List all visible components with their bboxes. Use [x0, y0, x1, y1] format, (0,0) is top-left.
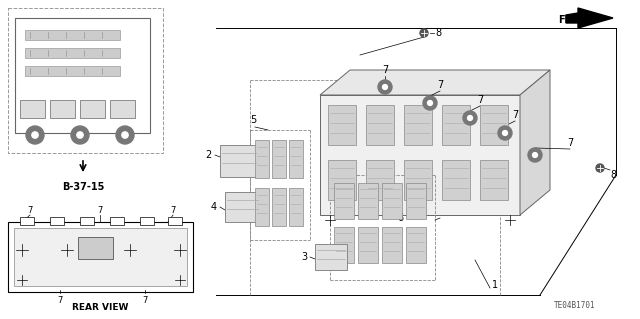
Bar — [8, 222, 193, 292]
Circle shape — [26, 126, 44, 144]
Circle shape — [468, 115, 472, 121]
Text: 7: 7 — [28, 206, 33, 215]
Circle shape — [383, 85, 387, 89]
Bar — [80, 100, 105, 118]
Circle shape — [528, 148, 542, 162]
Text: 8: 8 — [610, 170, 616, 180]
Bar — [442, 160, 470, 200]
Circle shape — [378, 80, 392, 94]
Bar — [272, 140, 286, 178]
Bar — [366, 105, 394, 145]
Text: 8: 8 — [435, 28, 441, 38]
Circle shape — [463, 111, 477, 125]
Bar — [315, 244, 347, 270]
Circle shape — [71, 126, 89, 144]
Bar — [289, 140, 303, 178]
Polygon shape — [578, 8, 613, 28]
Bar — [168, 217, 182, 225]
Text: 7: 7 — [437, 80, 443, 90]
Bar — [334, 227, 354, 263]
Bar — [334, 183, 354, 219]
Text: B-37-15: B-37-15 — [62, 182, 104, 192]
Text: 7: 7 — [382, 65, 388, 75]
Text: 2: 2 — [205, 150, 212, 160]
Bar — [14, 228, 187, 286]
Text: 7: 7 — [58, 296, 63, 305]
Text: 7: 7 — [567, 138, 573, 148]
Circle shape — [122, 132, 128, 138]
Bar — [15, 18, 150, 133]
Text: 7: 7 — [477, 95, 483, 105]
Bar — [255, 140, 269, 178]
Bar — [406, 183, 426, 219]
Bar — [404, 160, 432, 200]
Circle shape — [498, 126, 512, 140]
Circle shape — [423, 96, 437, 110]
Polygon shape — [320, 70, 550, 95]
Bar — [382, 183, 402, 219]
Circle shape — [77, 132, 83, 138]
Circle shape — [532, 152, 538, 158]
Bar — [8, 8, 163, 153]
Text: 7: 7 — [170, 206, 176, 215]
Bar — [328, 105, 356, 145]
Text: 4: 4 — [211, 202, 217, 212]
Bar — [20, 217, 34, 225]
Bar — [50, 217, 64, 225]
Bar — [78, 237, 113, 259]
Circle shape — [116, 126, 134, 144]
Bar — [20, 100, 45, 118]
Bar — [225, 192, 260, 222]
Bar — [140, 217, 154, 225]
Bar — [366, 160, 394, 200]
Bar — [404, 105, 432, 145]
Polygon shape — [566, 13, 578, 23]
Polygon shape — [320, 95, 520, 215]
Circle shape — [32, 132, 38, 138]
Circle shape — [428, 100, 433, 106]
Circle shape — [596, 164, 604, 172]
Polygon shape — [25, 30, 120, 40]
Text: REAR VIEW: REAR VIEW — [72, 303, 128, 312]
Bar — [289, 188, 303, 226]
Text: 7: 7 — [142, 296, 148, 305]
Circle shape — [502, 130, 508, 136]
Polygon shape — [25, 66, 120, 76]
Polygon shape — [25, 48, 120, 58]
Bar — [358, 227, 378, 263]
Bar — [480, 160, 508, 200]
Bar — [110, 100, 135, 118]
Text: TE04B1701: TE04B1701 — [554, 301, 595, 310]
Bar — [50, 100, 75, 118]
Circle shape — [420, 29, 428, 37]
Bar — [255, 188, 269, 226]
Text: 1: 1 — [492, 280, 498, 290]
Bar — [220, 145, 258, 177]
Bar — [328, 160, 356, 200]
Bar — [110, 217, 124, 225]
Text: 7: 7 — [97, 206, 102, 215]
Bar — [80, 217, 94, 225]
Text: 6: 6 — [397, 213, 403, 223]
Text: FR.: FR. — [558, 15, 576, 25]
Polygon shape — [520, 70, 550, 215]
Bar — [442, 105, 470, 145]
Bar — [272, 188, 286, 226]
Text: 3: 3 — [301, 252, 307, 262]
Bar — [382, 227, 402, 263]
Text: 5: 5 — [250, 115, 256, 125]
Bar — [480, 105, 508, 145]
Bar — [358, 183, 378, 219]
Bar — [406, 227, 426, 263]
Text: 7: 7 — [512, 110, 518, 120]
